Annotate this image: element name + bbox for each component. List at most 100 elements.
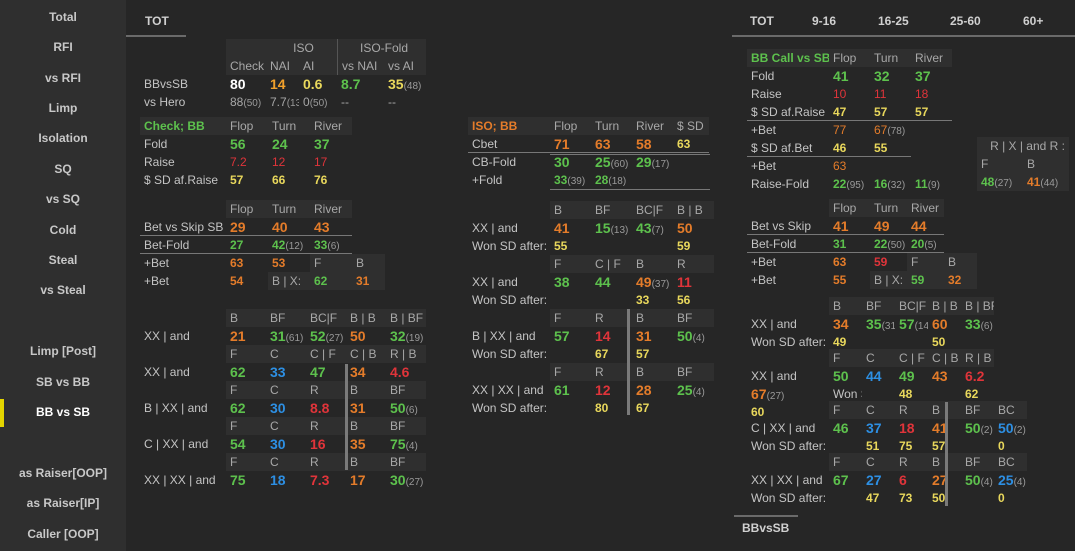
stat-value[interactable]: 41 <box>833 68 849 84</box>
stat-value[interactable]: 57 <box>911 103 952 121</box>
stat-value[interactable]: 43 <box>636 220 652 236</box>
sidebar-item-steal[interactable]: Steal <box>48 253 78 267</box>
stat-value[interactable]: 38 <box>554 274 570 290</box>
stat-value[interactable]: 12 <box>595 382 611 398</box>
stat-value[interactable]: 57 <box>554 328 570 344</box>
stat-value[interactable]: 67 <box>833 472 849 488</box>
stat-value[interactable]: 67 <box>874 123 888 137</box>
stat-value[interactable]: 50 <box>965 420 981 436</box>
tab-tot[interactable]: TOT <box>750 14 774 28</box>
stat-value[interactable]: 33 <box>636 293 650 307</box>
stat-value[interactable]: 28 <box>636 382 652 398</box>
stat-value[interactable]: 50 <box>932 491 946 505</box>
stat-value[interactable]: 11 <box>677 274 692 290</box>
tab-25-60[interactable]: 25-60 <box>950 14 981 28</box>
stat-value[interactable]: 35 <box>350 436 366 452</box>
sidebar-item-sq[interactable]: SQ <box>54 162 72 176</box>
stat-value[interactable]: 30 <box>270 400 286 416</box>
stat-value[interactable]: 6 <box>899 472 907 488</box>
stat-value[interactable] <box>829 489 862 507</box>
stat-value[interactable]: 75 <box>899 439 913 453</box>
stat-value[interactable]: 14 <box>595 328 611 344</box>
sidebar-item-vs-steal[interactable]: vs Steal <box>40 283 86 297</box>
stat-value[interactable] <box>673 345 714 363</box>
stat-value[interactable]: 21 <box>230 328 246 344</box>
stat-value[interactable]: 22 <box>833 177 847 191</box>
stat-value[interactable]: 71 <box>550 135 591 153</box>
stat-value[interactable]: 22 <box>874 237 888 251</box>
stat-value[interactable]: 54 <box>230 436 246 452</box>
stat-value[interactable]: 67 <box>636 401 650 415</box>
stat-value[interactable]: 53 <box>272 256 286 270</box>
stat-value[interactable] <box>632 237 673 255</box>
stat-value[interactable]: 32 <box>944 271 977 289</box>
stat-value[interactable]: 67 <box>595 347 609 361</box>
stat-value[interactable]: 55 <box>870 139 911 157</box>
stat-value[interactable]: 50 <box>998 420 1014 436</box>
stat-value[interactable]: 49 <box>870 217 907 235</box>
stat-value[interactable]: 12 <box>272 155 286 169</box>
stat-value[interactable]: 29 <box>636 154 652 170</box>
stat-value[interactable]: 17 <box>350 472 366 488</box>
stat-value[interactable]: 47 <box>310 364 326 380</box>
sidebar-item-rfi[interactable]: RFI <box>53 40 73 54</box>
stat-value[interactable]: 63 <box>833 159 847 173</box>
stat-value[interactable]: 80 <box>595 401 609 415</box>
stat-value[interactable]: 0 <box>998 491 1005 505</box>
stat-value[interactable]: 37 <box>314 136 330 152</box>
stat-value[interactable]: 75 <box>390 436 406 452</box>
stat-value[interactable]: 27 <box>866 472 882 488</box>
stat-value[interactable]: 47 <box>866 491 880 505</box>
sidebar-item-vs-sq[interactable]: vs SQ <box>45 192 81 206</box>
stat-value[interactable] <box>550 291 591 309</box>
stat-value[interactable]: 6.2 <box>965 368 985 384</box>
stat-value[interactable]: 50 <box>677 328 693 344</box>
stat-value[interactable]: 25 <box>595 154 611 170</box>
stat-value[interactable]: 44 <box>907 217 944 235</box>
stat-value[interactable]: 67 <box>751 386 767 402</box>
stat-value[interactable]: 59 <box>874 255 888 269</box>
sidebar-item-as-raiser-ip[interactable]: as Raiser[IP] <box>26 496 100 510</box>
stat-value[interactable]: 7.2 <box>230 155 247 169</box>
sidebar-item-limp[interactable]: Limp <box>48 101 78 115</box>
stat-value[interactable]: 29 <box>226 218 268 236</box>
stat-value[interactable]: 60 <box>751 405 765 419</box>
stat-value[interactable]: 80 <box>230 76 246 92</box>
stat-value[interactable]: 8.7 <box>341 76 361 92</box>
stat-value[interactable]: 62 <box>310 272 352 290</box>
stat-value[interactable]: 10 <box>833 87 847 101</box>
stat-value[interactable]: 73 <box>899 491 913 505</box>
stat-value[interactable]: 57 <box>230 173 244 187</box>
stat-value[interactable]: 55 <box>833 273 847 287</box>
sidebar-item-cold[interactable]: Cold <box>49 223 77 237</box>
stat-value[interactable] <box>591 291 632 309</box>
stat-value[interactable]: 31 <box>352 272 385 290</box>
stat-value[interactable]: 75 <box>230 472 246 488</box>
sidebar-item-bb-vs-sb[interactable]: BB vs SB <box>35 405 91 419</box>
stat-value[interactable]: 7.3 <box>310 472 330 488</box>
stat-value[interactable]: 35 <box>388 76 404 92</box>
stat-value[interactable]: 14 <box>270 76 286 92</box>
stat-value[interactable]: 11 <box>874 87 887 101</box>
stat-value[interactable]: 60 <box>932 316 948 332</box>
stat-value[interactable]: 33 <box>270 364 286 380</box>
stat-value[interactable]: 20 <box>911 237 925 251</box>
tab-tot-left[interactable]: TOT <box>145 14 169 28</box>
sidebar-item-total[interactable]: Total <box>49 10 77 24</box>
stat-value[interactable]: 50 <box>965 472 981 488</box>
stat-value[interactable]: 43 <box>310 218 352 236</box>
stat-value[interactable]: 51 <box>866 439 880 453</box>
sidebar-item-isolation[interactable]: Isolation <box>38 131 88 145</box>
stat-value[interactable]: 52 <box>310 328 326 344</box>
stat-value[interactable]: 8.8 <box>310 400 330 416</box>
stat-value[interactable] <box>673 399 714 417</box>
stat-value[interactable]: 58 <box>632 135 673 153</box>
stat-value[interactable]: 40 <box>268 218 310 236</box>
stat-value[interactable]: 41 <box>1027 175 1041 189</box>
stat-value[interactable]: 18 <box>915 87 929 101</box>
stat-value[interactable]: 41 <box>829 217 870 235</box>
stat-value[interactable]: 0 <box>998 439 1005 453</box>
stat-value[interactable] <box>550 399 591 417</box>
sidebar-item-limp-post[interactable]: Limp [Post] <box>30 344 96 358</box>
stat-value[interactable]: 49 <box>833 335 847 349</box>
